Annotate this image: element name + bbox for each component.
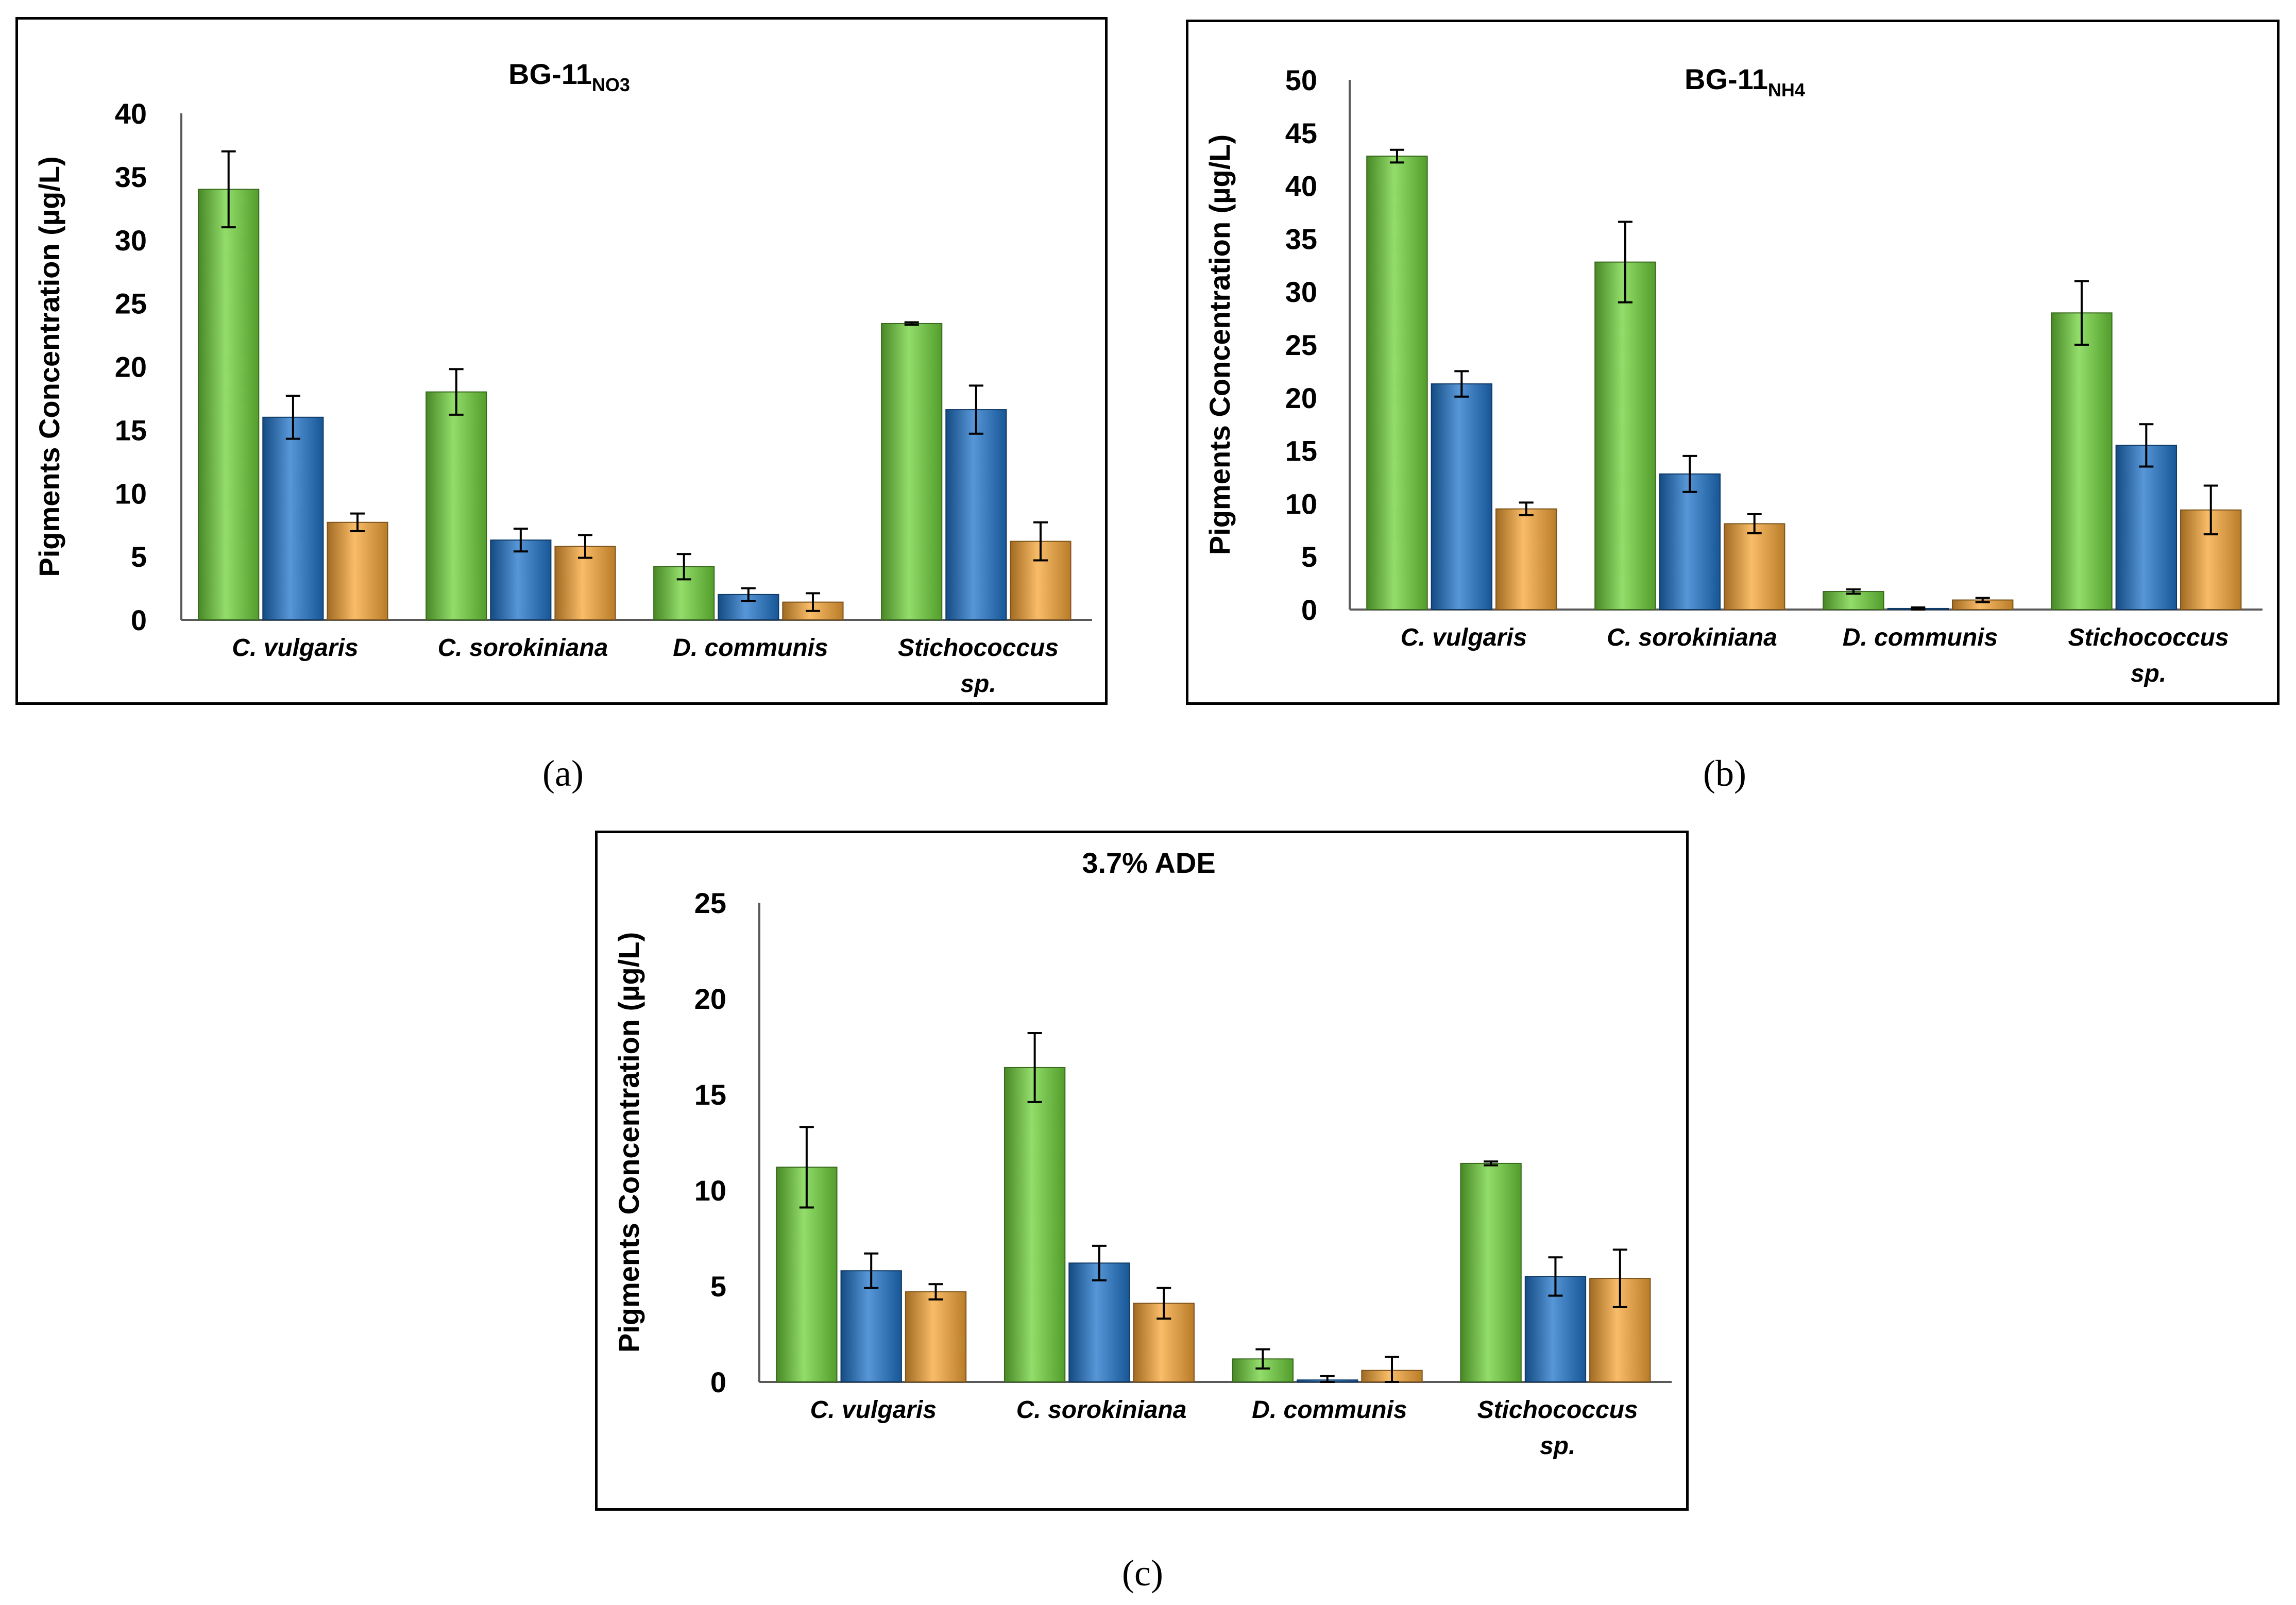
y-tick-label: 45 (1285, 117, 1317, 149)
chart-title: BG-11NH4 (1685, 63, 1805, 100)
chart-panel-a: BG-11NO3 Pigments Concentration (µg/L) 0 5 1… (15, 17, 1108, 705)
bar-series-1 (1004, 1067, 1066, 1383)
bar-series-3 (905, 1291, 967, 1382)
bar-series-2 (1659, 473, 1721, 610)
category-label-line2: sp. (960, 670, 996, 698)
y-tick-label: 15 (1285, 435, 1317, 467)
y-tick-label: 10 (115, 477, 147, 510)
y-tick-label: 5 (1301, 540, 1317, 573)
y-axis-label: Pigments Concentration (µg/L) (1203, 134, 1236, 555)
chart-title: 3.7% ADE (1082, 847, 1215, 879)
chart-title-subscript: NH4 (1768, 79, 1805, 100)
y-tick-label: 30 (1285, 276, 1317, 308)
category-label-line2: sp. (2131, 660, 2166, 687)
category-label: D. communis (673, 634, 828, 662)
y-axis-label: Pigments Concentration (µg/L) (33, 156, 65, 577)
y-tick-label: 20 (115, 351, 147, 383)
bar-series-1 (1366, 156, 1428, 611)
bar-series-3 (1495, 508, 1557, 610)
y-tick-label: 10 (1285, 487, 1317, 520)
chart-a-svg: BG-11NO3 Pigments Concentration (µg/L) 0 5 1… (33, 58, 1092, 698)
chart-c-svg: 3.7% ADE Pigments Concentration (µg/L) 0 5 1… (613, 847, 1672, 1460)
bar-series-1 (2051, 312, 2113, 610)
chart-b-svg: BG-11NH4 Pigments Concentration (µg/L) 0 5 1… (1203, 63, 2263, 687)
category-label: C. sorokiniana (1016, 1396, 1187, 1424)
bar-series-1 (198, 189, 260, 620)
y-tick-label: 20 (694, 983, 726, 1015)
y-tick-label: 10 (694, 1174, 726, 1207)
y-tick-label: 15 (694, 1078, 726, 1111)
y-tick-label: 50 (1285, 64, 1317, 96)
caption-c: (c) (1122, 1552, 1163, 1594)
bar-series-2 (1068, 1262, 1130, 1382)
category-label: D. communis (1252, 1396, 1407, 1424)
y-tick-label: 30 (115, 224, 147, 257)
bar-series-2 (945, 409, 1007, 620)
bar-series-1 (1460, 1162, 1522, 1382)
bar-series-2 (2115, 445, 2178, 610)
category-label: C. sorokiniana (1607, 624, 1777, 651)
bar-series-2 (262, 416, 324, 620)
y-tick-label: 5 (710, 1270, 726, 1303)
bar-series-2 (1431, 383, 1493, 611)
y-tick-label: 0 (1301, 594, 1317, 626)
caption-b: (b) (1703, 753, 1746, 794)
category-label: C. vulgaris (1401, 624, 1527, 651)
y-tick-label: 35 (115, 161, 147, 193)
bar-series-1 (881, 323, 943, 620)
y-tick-label: 15 (115, 414, 147, 446)
bar-series-3 (1010, 540, 1072, 621)
y-tick-label: 25 (115, 288, 147, 320)
category-label: Stichococcus (2068, 624, 2229, 651)
chart-title-subscript: NO3 (592, 74, 630, 95)
category-label-line2: sp. (1540, 1432, 1575, 1460)
caption-a: (a) (542, 753, 584, 794)
bar-series-3 (1724, 523, 1785, 610)
bar-series-1 (426, 391, 487, 621)
chart-panel-c: 3.7% ADE Pigments Concentration (µg/L) 0 5 1… (595, 831, 1689, 1511)
category-label: C. vulgaris (232, 634, 358, 662)
y-tick-label: 35 (1285, 223, 1317, 255)
chart-title: BG-11NO3 (508, 58, 630, 95)
category-label: Stichococcus (1477, 1396, 1638, 1424)
y-tick-label: 20 (1285, 382, 1317, 414)
y-tick-label: 40 (1285, 170, 1317, 202)
y-tick-label: 5 (131, 540, 147, 573)
y-tick-label: 25 (694, 887, 726, 919)
y-tick-label: 40 (115, 97, 147, 130)
bar-series-1 (1594, 261, 1656, 610)
category-label: D. communis (1843, 624, 1998, 651)
y-tick-label: 25 (1285, 329, 1317, 361)
bar-series-3 (327, 521, 388, 621)
y-tick-label: 0 (710, 1366, 726, 1398)
bar-series-2 (840, 1270, 902, 1382)
bar-series-2 (490, 539, 552, 620)
category-label: C. vulgaris (810, 1396, 937, 1424)
y-axis-label: Pigments Concentration (µg/L) (613, 932, 645, 1353)
chart-panel-b: BG-11NH4 Pigments Concentration (µg/L) 0 5 1… (1186, 20, 2280, 705)
category-label: Stichococcus (898, 634, 1059, 662)
y-tick-label: 0 (131, 604, 147, 636)
category-label: C. sorokiniana (438, 634, 608, 662)
